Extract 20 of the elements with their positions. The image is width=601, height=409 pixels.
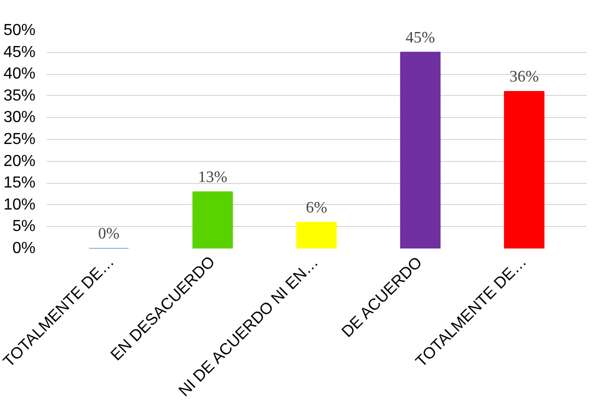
data-label: 6% bbox=[306, 199, 328, 216]
data-label: 0% bbox=[98, 226, 120, 242]
y-tick-label: 40% bbox=[3, 66, 36, 83]
y-tick-label: 15% bbox=[3, 174, 36, 192]
y-tick-label: 30% bbox=[3, 109, 36, 126]
bar bbox=[296, 222, 337, 248]
y-tick-label: 25% bbox=[3, 131, 36, 148]
bar bbox=[504, 91, 544, 248]
y-tick-label: 50% bbox=[3, 22, 36, 39]
y-tick-label: 5% bbox=[12, 218, 36, 236]
y-tick-label: 0% bbox=[12, 240, 36, 257]
y-tick-label: 35% bbox=[3, 87, 36, 104]
data-label: 13% bbox=[198, 168, 228, 186]
y-tick-label: 20% bbox=[3, 152, 36, 170]
bar bbox=[192, 191, 233, 248]
data-label: 36% bbox=[510, 68, 539, 86]
bar bbox=[400, 52, 441, 248]
data-label: 45% bbox=[406, 29, 436, 46]
y-tick-label: 10% bbox=[3, 196, 36, 214]
y-tick-label: 45% bbox=[3, 44, 36, 61]
